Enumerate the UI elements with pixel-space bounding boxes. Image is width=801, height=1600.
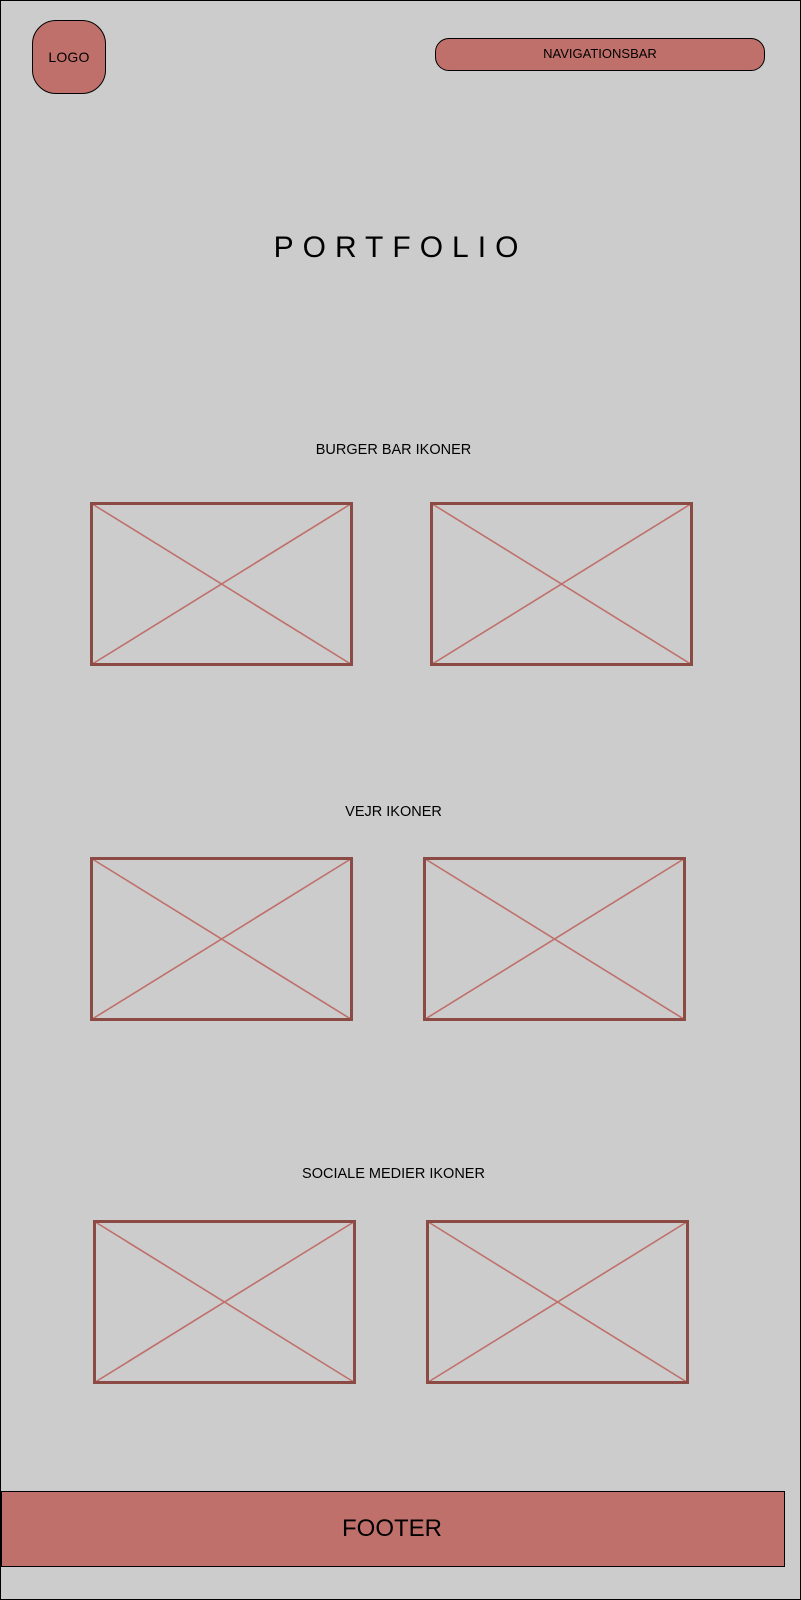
section-heading-sociale-medier: SOCIALE MEDIER IKONER: [302, 1166, 485, 1182]
page-title: PORTFOLIO: [273, 231, 528, 264]
section-heading-vejr: VEJR IKONER: [345, 804, 442, 820]
image-placeholder: [430, 502, 693, 666]
footer: FOOTER: [1, 1491, 785, 1567]
image-placeholder: [90, 857, 353, 1021]
image-placeholder: [93, 1220, 356, 1384]
navigation-bar-label: NAVIGATIONSBAR: [543, 46, 657, 61]
logo-label: LOGO: [48, 49, 90, 65]
image-placeholder: [426, 1220, 689, 1384]
image-placeholder: [423, 857, 686, 1021]
logo[interactable]: LOGO: [32, 20, 106, 94]
navigation-bar[interactable]: NAVIGATIONSBAR: [435, 38, 765, 71]
image-placeholder: [90, 502, 353, 666]
footer-label: FOOTER: [342, 1515, 442, 1542]
section-heading-burger-bar: BURGER BAR IKONER: [315, 442, 472, 458]
